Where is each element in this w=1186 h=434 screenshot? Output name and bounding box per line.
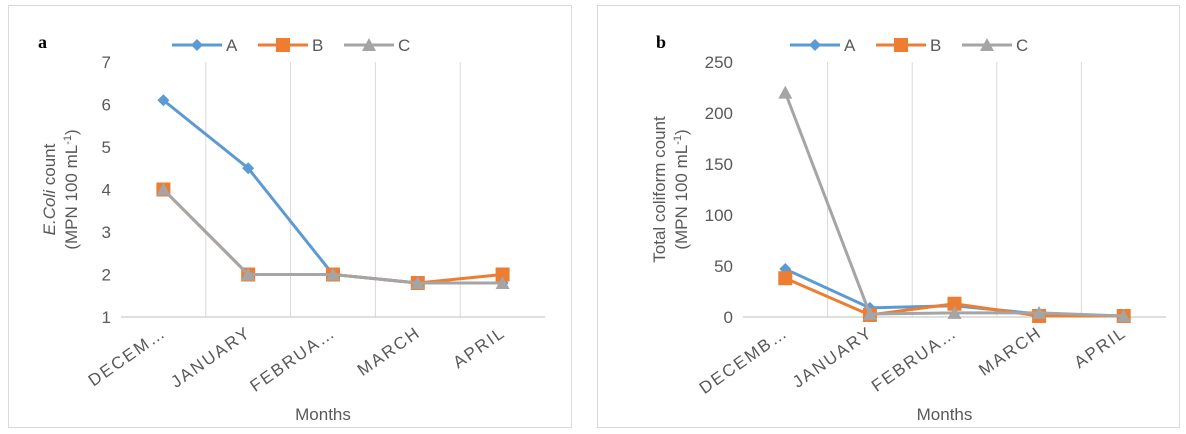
y-axis-title: Total coliform count (MPN 100 mL-1): [650, 116, 691, 263]
marker: [862, 306, 877, 320]
x-axis-title: Months: [917, 405, 973, 424]
y-tick-label: 3: [102, 223, 111, 242]
legend-label: B: [930, 36, 941, 55]
marker: [1116, 308, 1131, 322]
marker: [241, 267, 256, 281]
y-tick-label: 1: [102, 308, 111, 327]
marker: [894, 38, 908, 52]
marker: [362, 38, 376, 51]
y-tick-label: 5: [102, 138, 111, 157]
y-axis-title-part: -1: [672, 135, 684, 145]
legend-label: A: [844, 36, 856, 55]
panel-frame: [597, 5, 1180, 428]
y-tick-label: 250: [705, 53, 733, 72]
marker: [157, 94, 170, 107]
marker: [1032, 305, 1047, 319]
y-tick-label: 50: [714, 257, 733, 276]
marker: [778, 85, 793, 99]
x-axis-title: Months: [295, 405, 351, 424]
y-tick-label: 150: [705, 155, 733, 174]
y-tick-label: 7: [102, 53, 111, 72]
y-axis-title-part: E.Coli: [40, 189, 59, 236]
y-axis-title-part: Total coliform count: [650, 116, 669, 263]
y-tick-label: 0: [724, 308, 733, 327]
marker: [276, 38, 290, 52]
marker: [980, 38, 994, 51]
marker: [410, 276, 425, 289]
y-tick-label: 100: [705, 206, 733, 225]
y-tick-label: 200: [705, 104, 733, 123]
legend-label: C: [1016, 36, 1028, 55]
y-tick-label: 4: [102, 181, 111, 200]
marker: [242, 162, 255, 175]
legend-label: C: [398, 36, 410, 55]
legend-label: B: [312, 36, 323, 55]
marker: [495, 267, 510, 282]
panel-label: a: [38, 32, 47, 52]
y-axis-title-part: count: [40, 143, 59, 190]
y-axis-title-part: ): [62, 129, 81, 135]
marker: [947, 296, 962, 311]
y-axis-title-part: ): [672, 129, 691, 135]
marker: [156, 182, 171, 196]
y-tick-label: 6: [102, 96, 111, 115]
y-axis-title-part: -1: [62, 135, 74, 145]
y-tick-label: 2: [102, 266, 111, 285]
marker: [778, 271, 793, 286]
marker: [191, 39, 203, 51]
y-axis-title: E.Coli count (MPN 100 mL-1): [40, 129, 81, 249]
y-axis-title-part: (MPN 100 mL: [672, 145, 691, 250]
marker: [947, 305, 962, 319]
y-axis-title-part: (MPN 100 mL: [62, 145, 81, 250]
marker: [326, 267, 340, 281]
panel-frame: [8, 5, 572, 428]
marker: [495, 276, 510, 289]
legend-label: A: [226, 36, 238, 55]
panel-label: b: [656, 32, 666, 52]
marker: [809, 39, 821, 51]
